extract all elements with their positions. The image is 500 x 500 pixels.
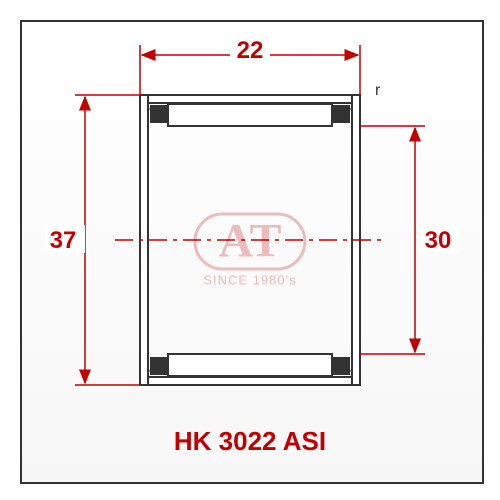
corner-tl xyxy=(150,105,168,123)
corner-br xyxy=(332,357,350,375)
dim-outer-h-text: 37 xyxy=(50,227,77,254)
corner-tr xyxy=(332,105,350,123)
radius-label: r xyxy=(375,82,381,99)
watermark: AT SINCE 1980's xyxy=(193,213,306,288)
wall-top xyxy=(140,95,360,103)
watermark-logo: AT xyxy=(193,213,306,271)
corner-bl xyxy=(150,357,168,375)
part-title: HK 3022 ASI xyxy=(174,426,326,456)
wall-bottom xyxy=(140,377,360,385)
dim-width-text: 22 xyxy=(237,37,264,64)
watermark-subtitle: SINCE 1980's xyxy=(193,273,306,288)
roller-top xyxy=(168,104,332,126)
roller-bottom xyxy=(168,354,332,376)
dim-inner-h-text: 30 xyxy=(425,227,452,254)
